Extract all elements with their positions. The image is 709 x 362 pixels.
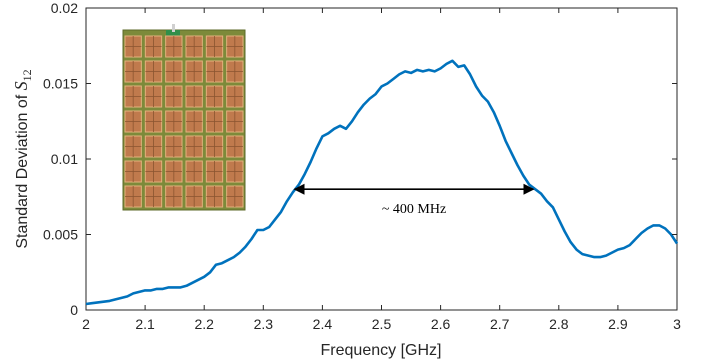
y-axis-label-prefix: Standard Deviation of [14, 90, 31, 248]
y-tick-label: 0 [70, 302, 78, 318]
x-tick-label: 2.5 [372, 316, 392, 332]
x-tick-label: 2 [82, 316, 90, 332]
y-tick-label: 0.02 [51, 0, 78, 16]
x-tick-label: 3 [673, 316, 681, 332]
x-tick-label: 2.6 [431, 316, 451, 332]
x-tick-label: 2.4 [313, 316, 333, 332]
x-tick-label: 2.8 [549, 316, 569, 332]
bandwidth-annotation: ~ 400 MHz [382, 202, 446, 217]
y-axis-label-subscript: 12 [20, 69, 34, 81]
board-substrate [122, 29, 246, 211]
y-axis-label-symbol: S [11, 81, 31, 90]
x-tick-label: 2.9 [608, 316, 628, 332]
x-tick-label: 2.2 [194, 316, 214, 332]
y-tick-label: 0.005 [43, 227, 78, 243]
y-tick-label: 0.015 [43, 76, 78, 92]
y-axis-label: Standard Deviation of S12 [11, 69, 34, 248]
x-tick-label: 2.1 [135, 316, 155, 332]
x-tick-label: 2.3 [254, 316, 274, 332]
x-tick-label: 2.7 [490, 316, 510, 332]
axis-ticks: 2 2.1 2.2 2.3 2.4 2.5 2.6 2.7 2.8 2.9 3 0 0.005 0.01 0… [43, 0, 681, 332]
connector-pin [172, 24, 175, 32]
y-tick-label: 0.01 [51, 151, 78, 167]
antenna-array-photo [122, 24, 246, 211]
series-line [85, 59, 679, 306]
x-axis-label: Frequency [GHz] [321, 342, 442, 359]
